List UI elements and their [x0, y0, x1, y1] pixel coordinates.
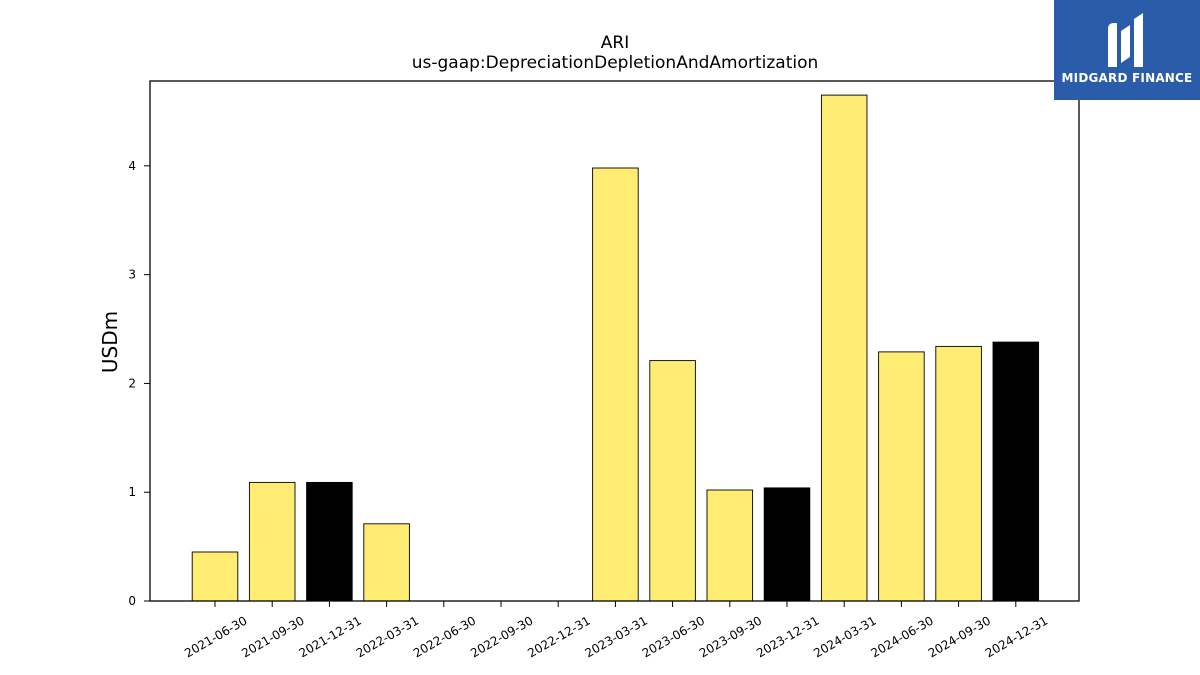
x-tick-label: 2021-12-31 [296, 613, 363, 660]
x-tick-label: 2023-06-30 [640, 613, 707, 660]
chart-title: ARI [601, 33, 629, 53]
bar-2024-12-31 [992, 341, 1040, 602]
x-tick-label: 2024-12-31 [983, 613, 1050, 660]
plot-frame [149, 80, 1080, 602]
bars-group [191, 94, 1040, 602]
bar-2021-09-30 [248, 481, 296, 602]
x-tick-label: 2023-03-31 [582, 613, 649, 660]
bar-2023-12-31 [763, 487, 811, 602]
bar-2023-03-31 [592, 167, 639, 602]
x-ticks: 2021-06-302021-09-302021-12-312022-03-31… [182, 601, 1050, 660]
x-tick-label: 2023-12-31 [754, 613, 821, 660]
x-tick-label: 2024-09-30 [926, 613, 993, 660]
chart-subtitle: us-gaap:DepreciationDepletionAndAmortiza… [412, 53, 819, 73]
bar-2021-12-31 [306, 481, 353, 602]
company-logo: MIDGARD FINANCE [1054, 0, 1200, 100]
bar-2022-03-31 [363, 523, 410, 602]
x-tick-label: 2023-09-30 [697, 613, 764, 660]
y-tick-label: 1 [128, 485, 136, 499]
bar-2024-09-30 [935, 345, 982, 602]
logo-text: MIDGARD FINANCE [1061, 71, 1193, 85]
x-tick-label: 2021-06-30 [182, 613, 249, 660]
x-tick-label: 2021-09-30 [239, 613, 306, 660]
y-tick-label: 3 [128, 268, 136, 282]
y-axis-label: USDm [98, 311, 122, 373]
x-tick-label: 2024-06-30 [868, 613, 935, 660]
bar-2024-06-30 [878, 351, 925, 602]
y-tick-label: 4 [128, 159, 136, 173]
x-tick-label: 2022-12-31 [525, 613, 592, 660]
bar-2023-09-30 [706, 489, 754, 602]
bar-2024-03-31 [820, 94, 868, 602]
x-tick-label: 2022-06-30 [411, 613, 478, 660]
x-tick-label: 2024-03-31 [811, 613, 878, 660]
bar-2023-06-30 [649, 360, 696, 602]
y-tick-label: 2 [128, 376, 136, 390]
bar-2021-06-30 [191, 551, 239, 602]
y-tick-label: 0 [128, 594, 136, 608]
logo-mark-icon [1108, 13, 1143, 67]
x-tick-label: 2022-03-31 [354, 613, 421, 660]
x-tick-label: 2022-09-30 [468, 613, 535, 660]
y-ticks: 0 1 2 3 4 [128, 159, 150, 608]
